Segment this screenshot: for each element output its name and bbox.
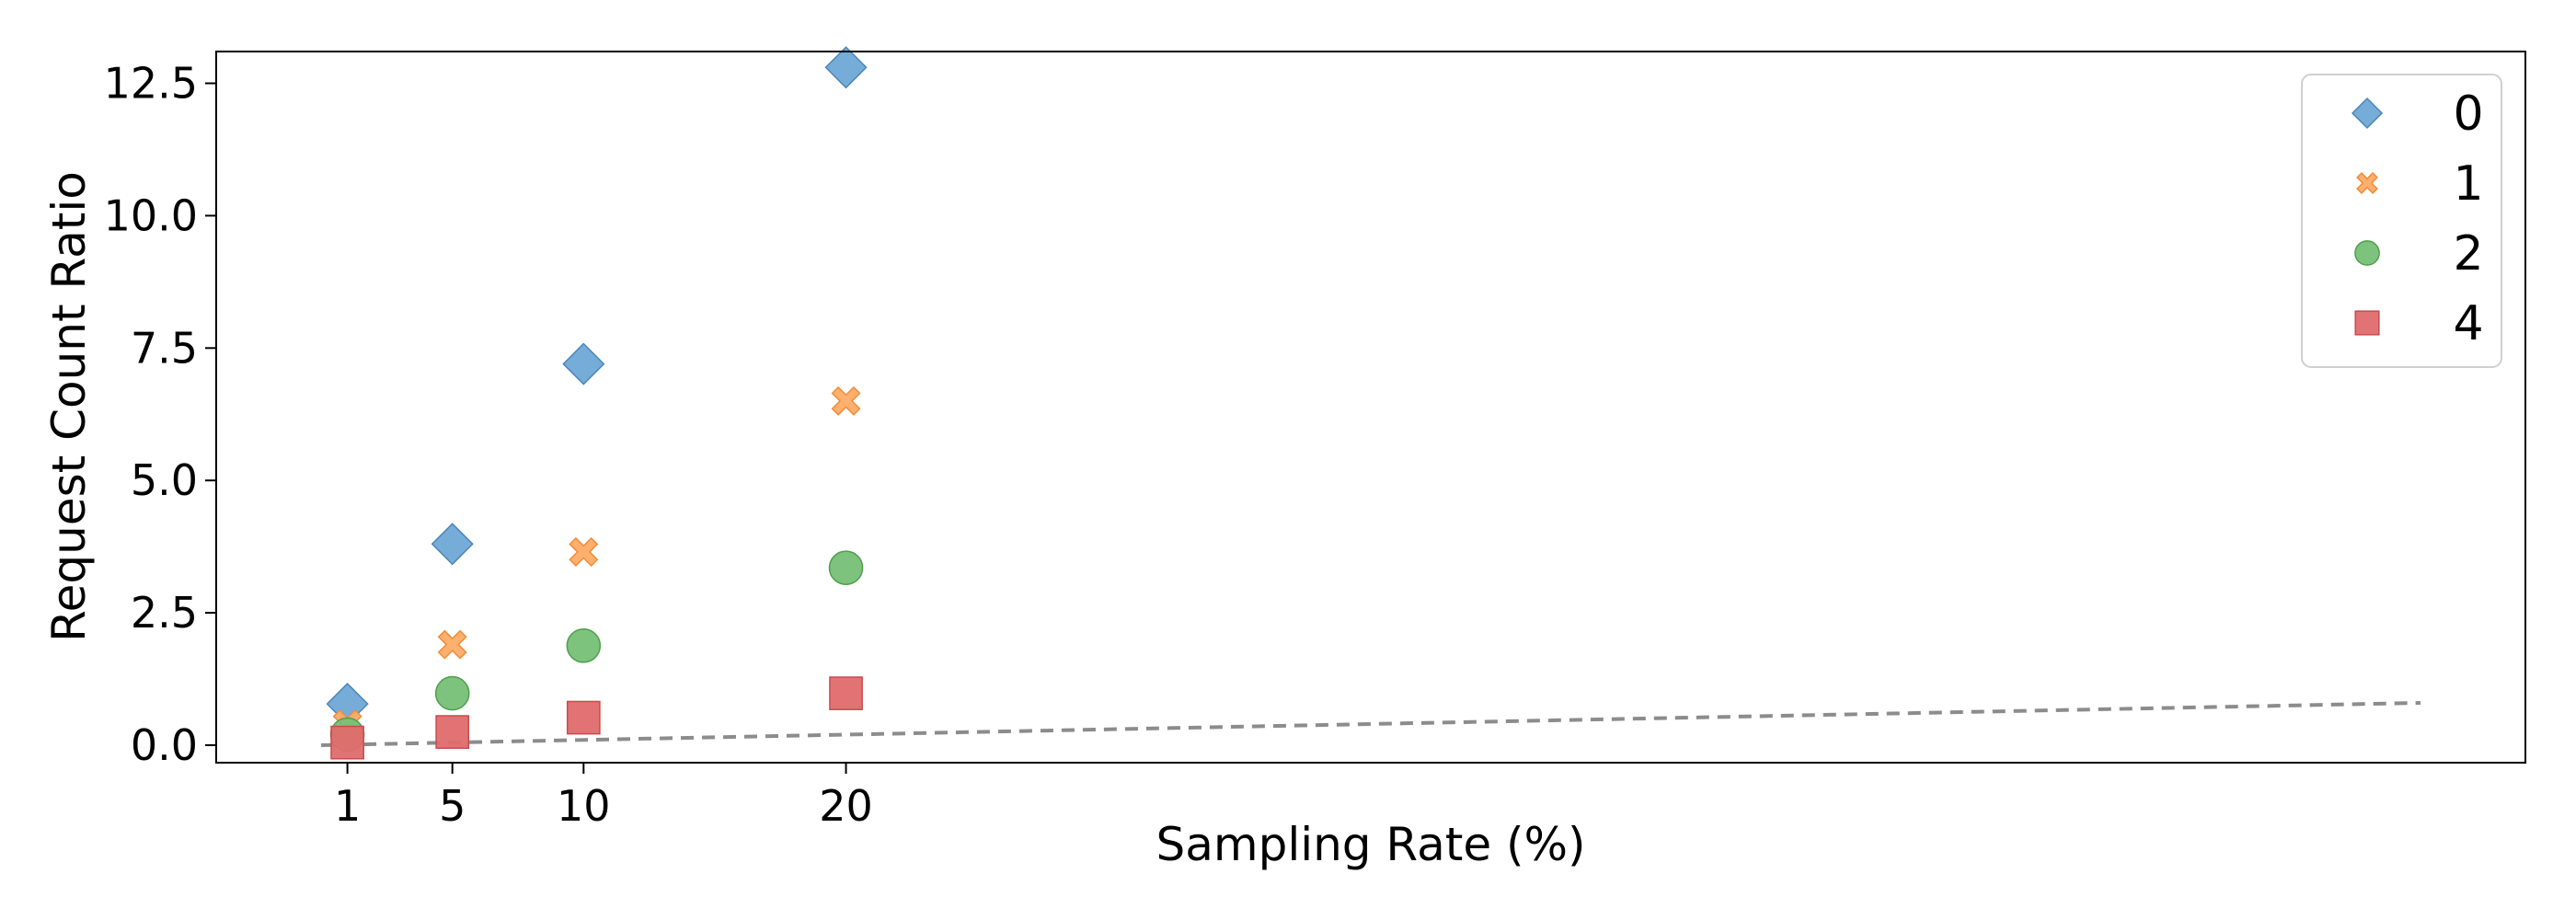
legend-label-series-1: 1 (2453, 156, 2483, 212)
y-tick-label: 12.5 (104, 59, 198, 109)
legend-frame (2301, 74, 2502, 368)
data-point-series-4 (435, 715, 470, 749)
data-point-series-2 (828, 550, 864, 585)
reference-line (321, 700, 2421, 748)
x-tick-label: 20 (819, 781, 873, 831)
legend-label-series-0: 0 (2453, 86, 2483, 142)
legend-marker-series-2 (2354, 240, 2380, 266)
data-point-series-0 (562, 342, 605, 385)
data-point-series-1 (831, 385, 861, 416)
x-tick-label: 10 (557, 781, 611, 831)
y-tick-label: 0.0 (131, 720, 198, 770)
legend: 0 1 2 4 (2301, 74, 2502, 368)
x-tick-label: 5 (439, 781, 466, 831)
y-axis-ticks: 0.0 2.5 5.0 7.5 10.0 12.5 (104, 59, 216, 770)
legend-label-series-2: 2 (2453, 226, 2483, 282)
legend-label-series-4: 4 (2453, 296, 2483, 351)
data-point-series-4 (330, 725, 364, 760)
data-point-series-0 (431, 523, 474, 566)
data-point-series-1 (437, 629, 467, 660)
x-tick-label: 1 (334, 781, 361, 831)
data-point-series-2 (566, 628, 602, 663)
data-point-series-4 (566, 700, 601, 735)
y-axis-label: Request Count Ratio (42, 171, 96, 642)
y-tick-label: 2.5 (131, 588, 198, 638)
legend-marker-series-1 (2356, 172, 2378, 194)
data-point-series-1 (569, 536, 599, 567)
data-point-series-0 (824, 46, 868, 89)
x-axis-ticks: 1 5 10 20 (334, 763, 873, 831)
legend-marker-series-0 (2351, 97, 2384, 130)
data-point-series-4 (829, 676, 863, 710)
y-tick-label: 5.0 (131, 455, 198, 505)
legend-marker-series-4 (2354, 310, 2380, 336)
y-tick-label: 10.0 (104, 190, 198, 240)
data-point-series-2 (434, 675, 470, 711)
plot-frame (215, 51, 2526, 764)
x-axis-label: Sampling Rate (%) (1156, 818, 1586, 871)
plot-area (321, 46, 2421, 760)
y-tick-label: 7.5 (131, 323, 198, 373)
